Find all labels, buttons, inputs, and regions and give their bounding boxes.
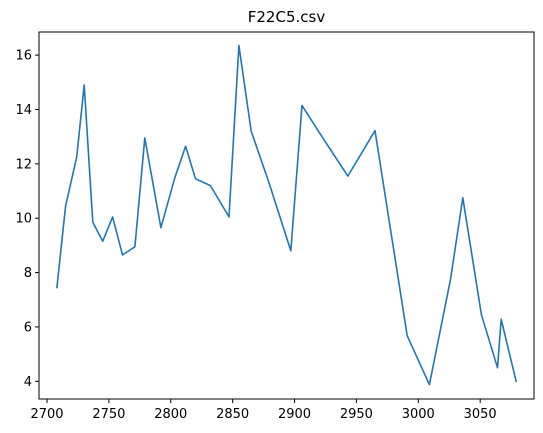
y-tick-label: 4 — [24, 375, 32, 390]
x-axis: 2700 2750 2800 2850 2900 2950 3000 3050 — [30, 399, 497, 422]
y-tick-label: 6 — [24, 320, 32, 335]
y-tick-label: 14 — [15, 103, 32, 118]
y-tick-label: 8 — [24, 266, 32, 281]
x-tick-label: 3050 — [464, 407, 497, 422]
x-tick-label: 2900 — [278, 407, 311, 422]
x-tick-label: 2700 — [30, 407, 63, 422]
axes-frame — [38, 31, 535, 400]
y-tick-label: 10 — [15, 212, 32, 227]
series-line — [56, 44, 518, 386]
x-tick-label: 2800 — [154, 407, 187, 422]
x-tick-label: 2950 — [340, 407, 373, 422]
x-tick-label: 2850 — [216, 407, 249, 422]
y-axis: 4 6 8 10 12 14 16 — [15, 49, 39, 390]
x-tick-label: 2750 — [92, 407, 125, 422]
y-tick-label: 12 — [15, 157, 32, 172]
y-tick-label: 16 — [15, 49, 32, 64]
chart-title: F22C5.csv — [248, 8, 326, 26]
plot-area — [38, 31, 535, 400]
x-tick-label: 3000 — [402, 407, 435, 422]
